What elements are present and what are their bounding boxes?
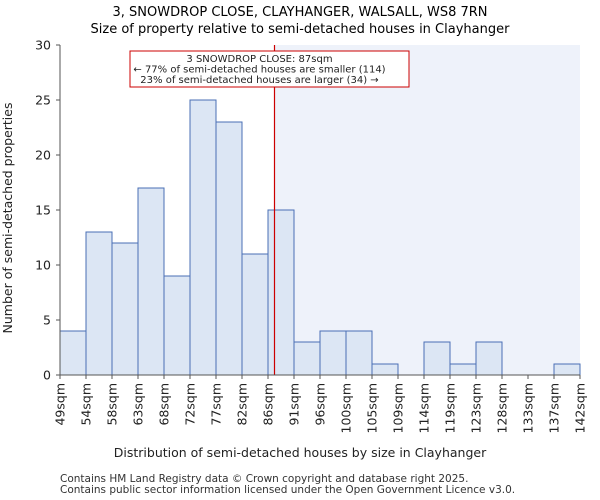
x-tick-label: 86sqm <box>261 383 276 426</box>
x-tick-label: 105sqm <box>365 383 380 433</box>
bar <box>111 242 139 376</box>
x-tick-label: 77sqm <box>209 383 224 426</box>
bar <box>137 187 165 376</box>
bar <box>241 253 269 376</box>
bar <box>475 341 503 376</box>
y-tick-label: 30 <box>35 38 51 53</box>
chart-subtitle: Size of property relative to semi-detach… <box>91 22 511 37</box>
x-tick-label: 114sqm <box>417 383 432 433</box>
x-tick-label: 128sqm <box>495 383 510 433</box>
bar <box>189 99 217 376</box>
highlight-region <box>274 45 580 375</box>
y-tick-label: 10 <box>35 258 51 273</box>
x-tick-label: 133sqm <box>521 383 536 433</box>
x-tick-label: 91sqm <box>287 383 302 426</box>
bar <box>345 330 373 376</box>
x-tick-label: 96sqm <box>313 383 328 426</box>
y-tick-label: 15 <box>35 203 51 218</box>
bar <box>423 341 451 376</box>
y-tick-label: 25 <box>35 93 51 108</box>
bar <box>319 330 347 376</box>
bar <box>449 363 477 376</box>
y-tick-label: 0 <box>43 368 51 383</box>
x-tick-label: 142sqm <box>573 383 588 433</box>
y-tick-label: 20 <box>35 148 51 163</box>
footer-line-1: Contains HM Land Registry data © Crown c… <box>60 473 469 485</box>
x-tick-label: 82sqm <box>235 383 250 426</box>
bar <box>553 363 581 376</box>
x-tick-label: 123sqm <box>469 383 484 433</box>
bar <box>371 363 399 376</box>
bar <box>215 121 243 376</box>
bar <box>163 275 191 376</box>
bar <box>59 330 87 376</box>
x-tick-label: 137sqm <box>547 383 562 433</box>
x-tick-label: 58sqm <box>105 383 120 426</box>
annotation-box <box>129 50 410 88</box>
x-axis-label: Distribution of semi-detached houses by … <box>114 445 487 460</box>
bar <box>85 231 113 376</box>
x-tick-label: 63sqm <box>131 383 146 426</box>
x-tick-label: 100sqm <box>339 383 354 433</box>
x-tick-label: 68sqm <box>157 383 172 426</box>
y-axis-label: Number of semi-detached properties <box>0 103 15 334</box>
y-tick-label: 5 <box>43 313 51 328</box>
x-tick-label: 109sqm <box>391 383 406 433</box>
plot-area: 0 5 10 15 20 25 30 49sqm 54sqm 58sqm 63sqm 68sqm 72s… <box>35 38 587 434</box>
annotation-line: ← 77% of semi-detached houses are smalle… <box>133 65 385 76</box>
x-tick-label: 54sqm <box>79 383 94 426</box>
footer-line-2: Contains public sector information licen… <box>60 484 516 496</box>
x-tick-label: 119sqm <box>443 383 458 433</box>
annotation-line: 23% of semi-detached houses are larger (… <box>140 75 378 86</box>
x-tick-label: 72sqm <box>183 383 198 426</box>
bar <box>267 209 295 376</box>
bar <box>293 341 321 376</box>
chart-title: 3, SNOWDROP CLOSE, CLAYHANGER, WALSALL, … <box>112 5 487 20</box>
annotation-line: 3 SNOWDROP CLOSE: 87sqm <box>186 54 332 65</box>
x-tick-label: 49sqm <box>53 383 68 426</box>
